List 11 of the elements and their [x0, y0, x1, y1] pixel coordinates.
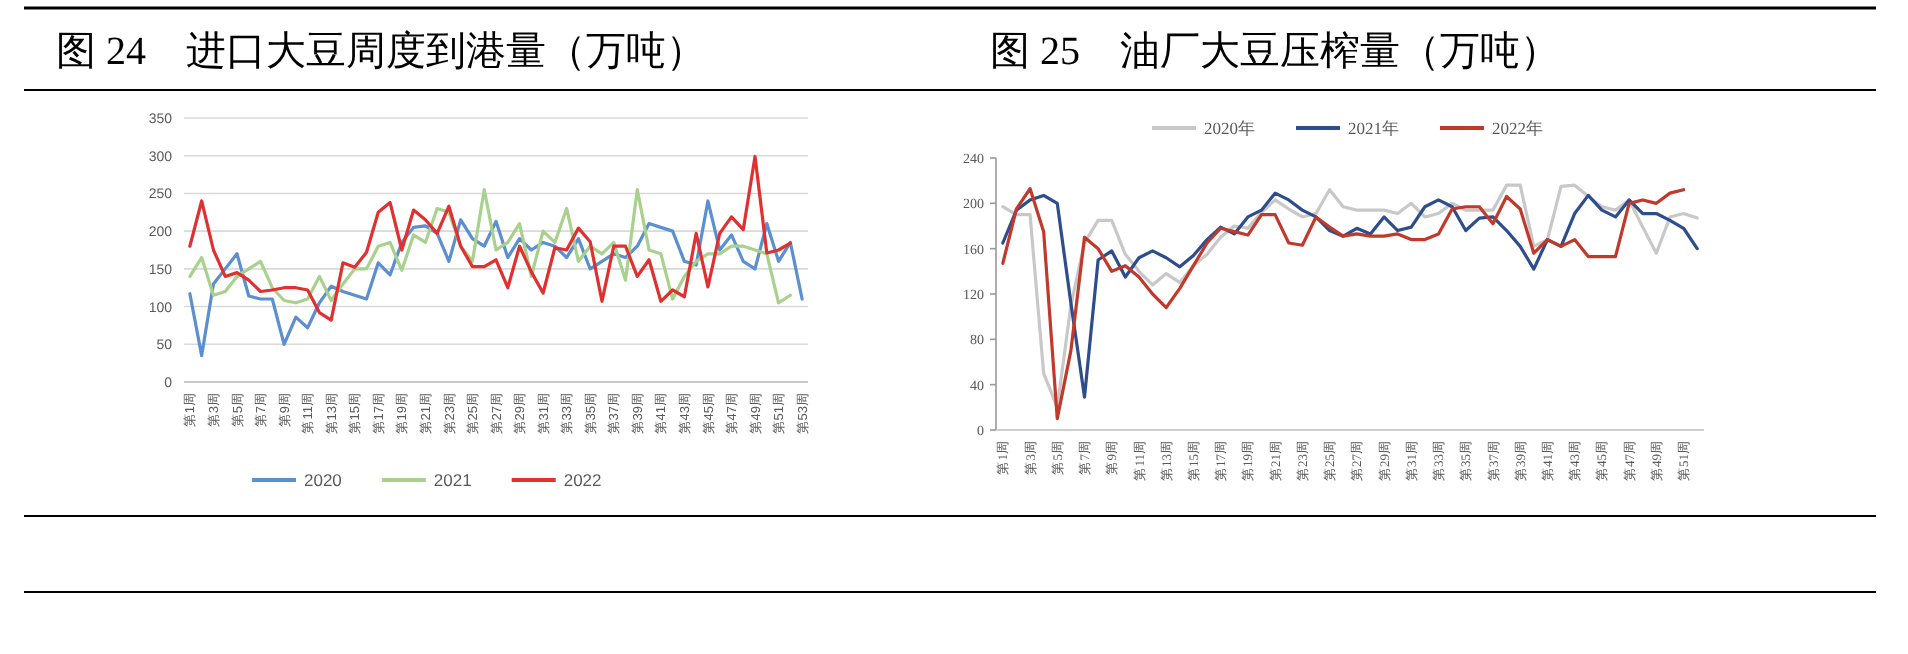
- line-series: [188, 154, 792, 322]
- legend-label: 2022: [563, 470, 603, 490]
- legend-label: 2022年: [1492, 118, 1544, 138]
- chart-title: 图 25 油厂大豆压榨量（万吨）: [990, 30, 1560, 74]
- legend-label: 2020年: [1204, 118, 1256, 138]
- legend-label: 2020: [304, 470, 343, 490]
- chart-title: 图 24 进口大豆周度到港量（万吨）: [56, 30, 706, 74]
- legend-label: 2021年: [1348, 118, 1400, 138]
- legend-label: 2021: [433, 470, 473, 490]
- line-series: [188, 199, 804, 358]
- line-series: [188, 188, 792, 305]
